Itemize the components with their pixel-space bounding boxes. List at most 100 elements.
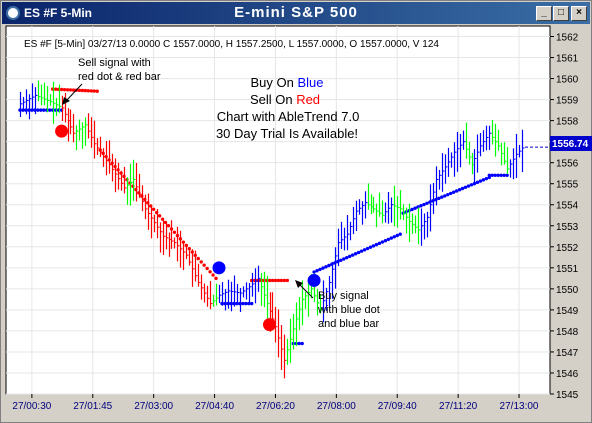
stop-dot <box>493 173 497 178</box>
stop-dot <box>166 224 171 228</box>
x-tick-label: 27/00:30 <box>12 401 51 412</box>
stop-dot <box>437 196 441 201</box>
signal-dots <box>55 124 550 332</box>
stop-dot <box>386 237 391 242</box>
stop-dot <box>62 87 67 92</box>
y-tick-label: 1547 <box>556 348 579 359</box>
stop-dot <box>440 195 444 199</box>
y-tick-label: 1556 <box>556 159 579 170</box>
y-tick-label: 1549 <box>556 306 579 317</box>
x-tick-label: 27/13:00 <box>500 401 539 412</box>
stop-dot <box>318 267 322 272</box>
x-tick-label: 27/11:20 <box>439 401 478 412</box>
stop-dot <box>270 278 275 283</box>
stop-dot <box>267 278 272 283</box>
stop-dot <box>315 269 319 273</box>
y-tick-label: 1545 <box>556 390 579 401</box>
y-tick-label: 1551 <box>556 264 579 275</box>
buy-annotation-line-1: Buy signal <box>318 290 369 302</box>
maximize-button[interactable]: □ <box>553 6 569 21</box>
stop-dot <box>151 207 156 211</box>
x-axis: 27/00:30 27/01:45 27/03:00 27/04:40 27/06:20… <box>12 394 539 412</box>
stop-dot <box>241 301 245 306</box>
last-price-tag <box>550 136 592 151</box>
stop-dot <box>505 173 509 178</box>
stop-dot <box>359 249 364 253</box>
stop-dot <box>42 108 46 112</box>
stop-dot <box>244 301 248 306</box>
stop-dot <box>39 108 43 112</box>
stop-dot <box>499 173 503 178</box>
y-tick-label: 1553 <box>556 222 579 233</box>
x-tick-label: 27/09:40 <box>378 401 417 412</box>
stop-dot <box>419 204 423 208</box>
y-tick-label: 1562 <box>556 33 579 44</box>
stop-dot <box>481 178 486 182</box>
y-tick-label: 1555 <box>556 180 579 191</box>
y-tick-label: 1561 <box>556 54 579 65</box>
stop-dot <box>457 188 462 192</box>
y-tick-label: 1550 <box>556 285 579 296</box>
stop-dot <box>395 233 399 238</box>
close-button[interactable]: × <box>571 6 587 21</box>
y-tick-label: 1554 <box>556 201 579 212</box>
window-symbol-title: ES #F 5-Min <box>24 6 93 20</box>
stop-dot <box>413 206 417 210</box>
stop-dot <box>490 173 494 178</box>
last-price-label: 1556.74 <box>552 139 589 150</box>
stop-dot <box>383 239 388 243</box>
stop-dot <box>449 191 453 196</box>
buy-signal-dot <box>212 261 226 275</box>
y-tick-label: 1558 <box>556 117 579 128</box>
y-tick-label: 1559 <box>556 96 579 107</box>
stop-dot <box>202 263 206 267</box>
stop-dot <box>235 301 239 306</box>
stop-dot <box>362 248 367 252</box>
stop-dot <box>324 265 328 269</box>
stop-dot <box>487 173 492 178</box>
stop-dot <box>184 243 189 248</box>
stop-dot <box>205 266 209 271</box>
stop-dot <box>398 232 402 236</box>
title-bar[interactable]: ES #F 5-Min E-mini S&P 500 _ □ × <box>2 2 590 24</box>
stop-dot <box>312 270 316 274</box>
stop-dot <box>454 189 459 193</box>
sell-annotation-arrow <box>65 83 83 102</box>
stop-dot <box>297 341 301 346</box>
stop-dot <box>157 214 162 218</box>
buy-annotation-line-2: with blue dot <box>317 304 380 316</box>
stop-dot <box>273 278 278 283</box>
stop-dot <box>196 256 200 261</box>
info-line: ES #F [5-Min] 03/27/13 0.0000 C 1557.000… <box>24 39 439 50</box>
stop-dot <box>276 278 281 283</box>
sell-signal-dot <box>55 124 69 138</box>
stop-dot <box>214 276 218 281</box>
stop-dot <box>377 241 382 246</box>
stop-dot <box>460 186 465 191</box>
x-tick-label: 27/04:40 <box>195 401 234 412</box>
stop-dot <box>30 108 34 112</box>
x-tick-label: 27/08:00 <box>317 401 356 412</box>
app-icon <box>6 6 20 20</box>
stop-dot <box>484 176 489 181</box>
stop-dot <box>211 273 215 277</box>
minimize-button[interactable]: _ <box>536 6 552 21</box>
y-tick-label: 1546 <box>556 369 579 380</box>
stop-dot <box>389 236 394 240</box>
stop-dot <box>300 341 304 346</box>
stop-dot <box>451 190 456 194</box>
stop-dot <box>339 258 343 262</box>
stop-dot <box>350 253 355 257</box>
stop-dot <box>463 185 468 189</box>
stop-dot <box>478 179 483 183</box>
stop-dot <box>342 257 346 261</box>
stop-dot <box>466 184 471 188</box>
stop-dot <box>365 246 370 251</box>
stop-dot <box>446 192 450 197</box>
stop-dot <box>345 255 349 260</box>
stop-dot <box>80 88 85 93</box>
x-tick-label: 27/01:45 <box>73 401 112 412</box>
ohlc-bars <box>19 80 525 379</box>
stop-dot <box>36 108 40 112</box>
